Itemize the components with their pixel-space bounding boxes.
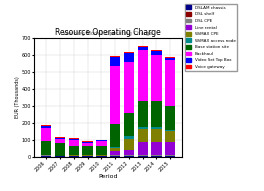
Bar (110, 66, 120, 124)
Y-axis label: EUR (Thousands): EUR (Thousands) (15, 77, 20, 118)
Bar (69, 140, 79, 146)
Bar (165, 156, 176, 157)
Bar (165, 155, 176, 156)
Bar (110, 147, 120, 148)
Bar (151, 101, 162, 126)
Bar (96, 146, 106, 155)
Bar (165, 131, 176, 142)
Bar (41, 128, 51, 141)
Bar (82, 143, 93, 146)
Bar (165, 142, 176, 155)
Bar (165, 57, 176, 58)
Bar (138, 142, 148, 155)
Bar (110, 57, 120, 66)
Bar (82, 141, 93, 142)
Bar (41, 156, 51, 157)
Bar (138, 101, 148, 126)
Bar (96, 155, 106, 156)
Bar (151, 155, 162, 156)
Bar (55, 143, 65, 156)
Bar (138, 126, 148, 129)
Bar (55, 137, 65, 138)
Bar (138, 50, 148, 101)
Bar (110, 56, 120, 57)
Legend: DSLAM chassis, DSL shelf, DSL CPE, Line rental, WiMAX CPE, WiMAX access node, Ba: DSLAM chassis, DSL shelf, DSL CPE, Line … (185, 4, 237, 71)
Bar (69, 156, 79, 157)
Bar (55, 139, 65, 143)
Bar (124, 138, 134, 150)
Bar (124, 113, 134, 137)
Bar (151, 129, 162, 142)
Bar (151, 142, 162, 155)
Bar (69, 155, 79, 156)
Bar (96, 140, 106, 141)
Bar (124, 52, 134, 53)
Bar (151, 156, 162, 157)
Bar (110, 124, 120, 147)
Bar (138, 155, 148, 156)
Bar (82, 142, 93, 143)
Bar (96, 156, 106, 157)
Bar (124, 53, 134, 62)
Bar (165, 58, 176, 60)
Bar (124, 137, 134, 138)
Bar (124, 156, 134, 157)
Bar (96, 141, 106, 146)
Bar (110, 156, 120, 157)
Bar (41, 125, 51, 126)
Bar (165, 106, 176, 130)
Bar (69, 146, 79, 155)
Text: Working Model, Operating Charge: Working Model, Operating Charge (63, 31, 153, 36)
Bar (41, 126, 51, 128)
Bar (82, 156, 93, 157)
Bar (110, 148, 120, 151)
Bar (165, 130, 176, 131)
Bar (124, 150, 134, 155)
Bar (41, 155, 51, 156)
Bar (55, 156, 65, 157)
Bar (138, 46, 148, 47)
Bar (82, 155, 93, 156)
Bar (41, 141, 51, 155)
Bar (151, 50, 162, 51)
Bar (82, 146, 93, 155)
X-axis label: Period: Period (98, 174, 118, 179)
Bar (110, 155, 120, 156)
Bar (138, 156, 148, 157)
Title: Resource Operating Charge: Resource Operating Charge (55, 28, 161, 37)
Bar (124, 62, 134, 113)
Bar (110, 151, 120, 155)
Bar (69, 139, 79, 140)
Bar (138, 129, 148, 142)
Bar (124, 155, 134, 156)
Bar (151, 126, 162, 129)
Bar (138, 47, 148, 50)
Bar (55, 138, 65, 139)
Bar (165, 60, 176, 106)
Bar (151, 51, 162, 55)
Bar (151, 55, 162, 101)
Bar (69, 138, 79, 139)
